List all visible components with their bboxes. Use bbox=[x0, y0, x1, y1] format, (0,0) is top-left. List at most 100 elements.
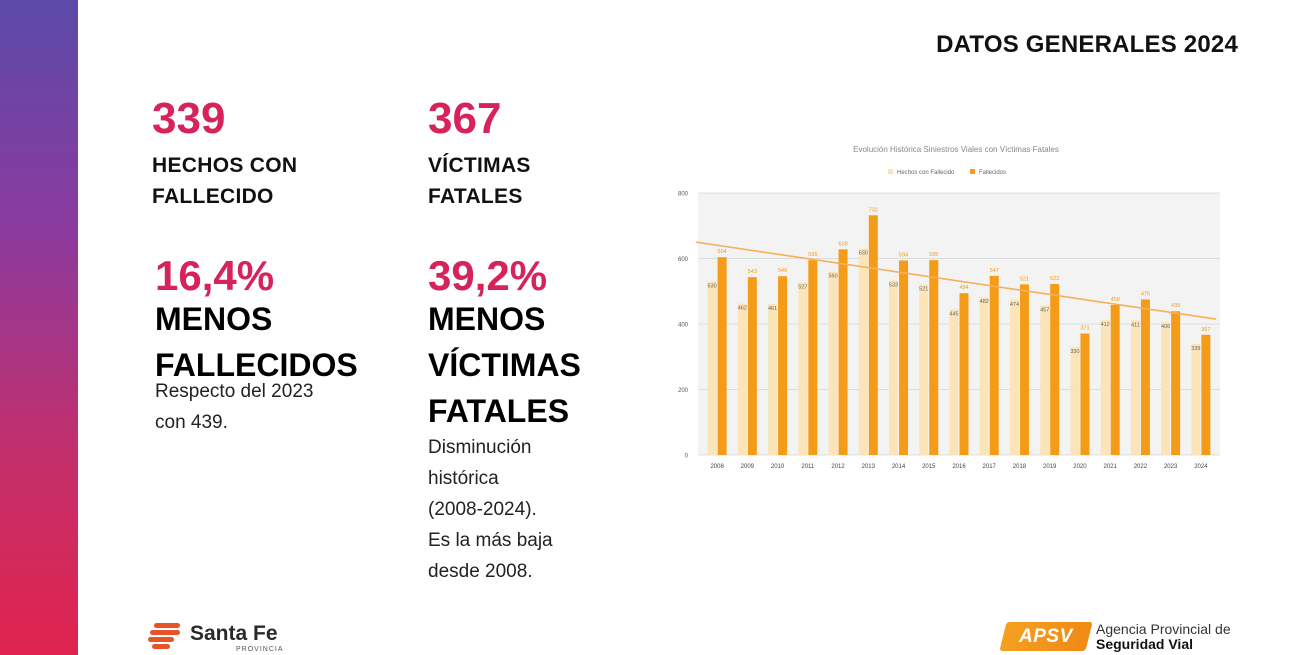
x-tick-label: 2022 bbox=[1134, 464, 1148, 470]
bar-hechos bbox=[707, 281, 717, 455]
bar-value-label: 371 bbox=[1080, 325, 1089, 331]
bar-hechos bbox=[1040, 305, 1050, 455]
bar-value-label: 439 bbox=[1171, 303, 1180, 309]
y-tick-label: 200 bbox=[678, 388, 689, 394]
bar-fallecidos bbox=[1050, 284, 1060, 455]
bar-fallecidos bbox=[1080, 333, 1090, 455]
apsv-logo: APSV Agencia Provincial de Seguridad Via… bbox=[999, 619, 1253, 655]
bar-value-label: 445 bbox=[949, 311, 958, 317]
santafe-logo: Santa Fe PROVINCIA bbox=[148, 620, 298, 653]
bar-hechos bbox=[1191, 343, 1201, 455]
bar-value-label: 412 bbox=[1101, 322, 1110, 328]
decorative-side-bar bbox=[0, 0, 78, 655]
bar-value-label: 457 bbox=[1040, 307, 1049, 313]
hechos-caption: HECHOS CON FALLECIDO bbox=[152, 154, 298, 208]
historical-chart: Evolución Histórica Siniestros Viales co… bbox=[660, 133, 1230, 478]
bar-fallecidos bbox=[989, 275, 999, 455]
bar-fallecidos bbox=[717, 257, 727, 455]
x-tick-label: 2008 bbox=[710, 464, 724, 470]
x-tick-label: 2018 bbox=[1013, 464, 1027, 470]
bar-hechos bbox=[1130, 320, 1140, 455]
bar-hechos bbox=[828, 271, 838, 455]
bar-value-label: 406 bbox=[1161, 324, 1170, 330]
apsv-badge-text: APSV bbox=[1019, 626, 1073, 647]
bar-fallecidos bbox=[778, 276, 788, 455]
bar-value-label: 594 bbox=[899, 252, 908, 258]
bar-value-label: 533 bbox=[889, 282, 898, 288]
y-axis: 0 200 400 600 800 bbox=[678, 192, 689, 460]
bar-fallecidos bbox=[838, 249, 848, 455]
bar-value-label: 630 bbox=[859, 251, 868, 257]
bar-value-label: 474 bbox=[1010, 302, 1019, 308]
bar-value-label: 462 bbox=[738, 306, 747, 312]
bar-fallecidos bbox=[1019, 284, 1029, 455]
bar-fallecidos bbox=[1110, 305, 1120, 455]
bar-fallecidos bbox=[959, 293, 969, 455]
menos-victimas-heading: MENOS VÍCTIMAS FATALES bbox=[428, 301, 581, 429]
bar-value-label: 732 bbox=[869, 207, 878, 213]
x-tick-label: 2017 bbox=[983, 464, 997, 470]
bar-hechos bbox=[979, 297, 989, 455]
legend-swatch bbox=[970, 169, 975, 174]
x-tick-label: 2019 bbox=[1043, 464, 1057, 470]
chart-svg: Evolución Histórica Siniestros Viales co… bbox=[678, 145, 1220, 470]
x-tick-label: 2012 bbox=[831, 464, 845, 470]
bar-value-label: 339 bbox=[1191, 346, 1200, 352]
bar-value-label: 546 bbox=[778, 268, 787, 274]
bar-value-label: 543 bbox=[748, 269, 757, 275]
bar-hechos bbox=[889, 280, 899, 455]
x-tick-label: 2014 bbox=[892, 464, 906, 470]
bar-value-label: 367 bbox=[1201, 327, 1210, 333]
bar-value-label: 458 bbox=[1111, 297, 1120, 303]
legend-swatch bbox=[888, 169, 893, 174]
bar-value-label: 494 bbox=[959, 285, 968, 291]
bar-value-label: 628 bbox=[838, 241, 847, 247]
bar-fallecidos bbox=[1171, 311, 1181, 455]
chart-legend: Hechos con Fallecido Fallecidos bbox=[888, 169, 1006, 176]
bar-fallecidos bbox=[929, 260, 939, 455]
x-tick-label: 2009 bbox=[741, 464, 755, 470]
x-tick-label: 2010 bbox=[771, 464, 785, 470]
bar-hechos bbox=[949, 309, 959, 455]
bar-value-label: 521 bbox=[919, 286, 928, 292]
x-tick-label: 2024 bbox=[1194, 464, 1208, 470]
menos-fallecidos-percent: 16,4% bbox=[155, 252, 275, 299]
apsv-agency-name: Agencia Provincial de Seguridad Vial bbox=[1096, 621, 1231, 652]
bar-value-label: 595 bbox=[929, 252, 938, 258]
bar-hechos bbox=[798, 282, 808, 455]
legend-label: Fallecidos bbox=[979, 170, 1006, 176]
page-title: DATOS GENERALES 2024 bbox=[936, 31, 1238, 58]
bar-value-label: 330 bbox=[1070, 349, 1079, 355]
bar-fallecidos bbox=[1201, 334, 1211, 455]
bar-value-label: 560 bbox=[828, 274, 837, 280]
victimas-number: 367 bbox=[428, 94, 502, 143]
hechos-number: 339 bbox=[152, 94, 226, 143]
bar-value-label: 547 bbox=[990, 268, 999, 274]
bar-value-label: 527 bbox=[798, 284, 807, 290]
bar-fallecidos bbox=[808, 260, 818, 455]
bar-value-label: 521 bbox=[1020, 276, 1029, 282]
chart-title: Evolución Histórica Siniestros Viales co… bbox=[853, 145, 1059, 154]
menos-victimas-percent: 39,2% bbox=[428, 252, 548, 299]
bar-hechos bbox=[737, 303, 747, 455]
x-tick-label: 2020 bbox=[1073, 464, 1087, 470]
bar-value-label: 461 bbox=[768, 306, 777, 312]
bar-hechos bbox=[1009, 299, 1019, 455]
bar-fallecidos bbox=[868, 215, 878, 455]
bar-hechos bbox=[1161, 322, 1171, 455]
x-tick-label: 2015 bbox=[922, 464, 936, 470]
menos-fallecidos-description: Respecto del 2023 con 439. bbox=[155, 381, 314, 433]
bar-value-label: 522 bbox=[1050, 276, 1059, 282]
bar-fallecidos bbox=[899, 260, 909, 455]
santafe-sub: PROVINCIA bbox=[236, 646, 284, 653]
bar-fallecidos bbox=[747, 277, 757, 455]
bar-value-label: 604 bbox=[718, 249, 727, 255]
bar-value-label: 411 bbox=[1131, 322, 1140, 328]
x-tick-label: 2011 bbox=[801, 464, 815, 470]
x-tick-label: 2023 bbox=[1164, 464, 1178, 470]
x-tick-label: 2013 bbox=[862, 464, 876, 470]
bar-value-label: 595 bbox=[808, 252, 817, 258]
bar-hechos bbox=[858, 248, 868, 455]
bar-hechos bbox=[1100, 320, 1110, 455]
legend-label: Hechos con Fallecido bbox=[897, 170, 955, 176]
